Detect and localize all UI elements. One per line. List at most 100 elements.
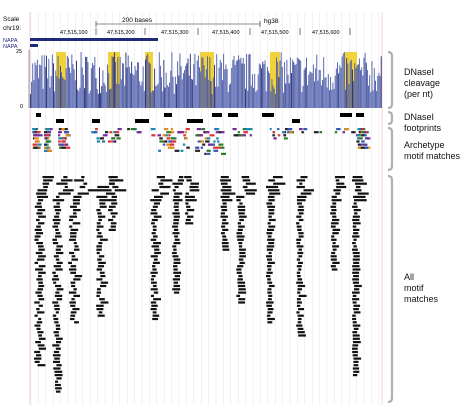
cleavage-bar xyxy=(54,91,56,108)
cleavage-bar xyxy=(170,70,172,108)
motif-match xyxy=(222,245,229,248)
motif-match xyxy=(73,195,82,198)
motif-match xyxy=(184,195,195,198)
archetype-motif xyxy=(65,146,71,149)
motif-match xyxy=(53,367,61,370)
cleavage-label: DNaseI cleavage (per nt) xyxy=(404,67,440,100)
cleavage-bar xyxy=(380,56,382,108)
cleavage-bar xyxy=(219,59,221,108)
motif-match xyxy=(172,288,181,291)
motif-match xyxy=(332,218,340,222)
archetype-motif xyxy=(215,131,219,134)
cleavage-bar xyxy=(157,83,159,108)
cleavage-bar xyxy=(285,83,287,108)
motif-match xyxy=(55,248,61,251)
cleavage-bar xyxy=(315,68,317,108)
motif-match xyxy=(267,258,272,261)
archetype-motif xyxy=(204,137,209,140)
motif-match xyxy=(330,205,337,208)
motif-match xyxy=(98,215,106,218)
cleavage-bar xyxy=(58,78,60,108)
motif-match xyxy=(221,225,226,228)
motif-match xyxy=(54,374,63,377)
motif-match xyxy=(152,284,157,288)
motif-match xyxy=(332,232,339,235)
archetype-motif xyxy=(201,128,206,131)
cleavage-bar xyxy=(216,54,218,108)
motif-match xyxy=(238,258,244,261)
motif-match xyxy=(267,321,273,324)
footprint xyxy=(92,119,100,123)
cleavage-bar xyxy=(70,72,72,108)
motif-match xyxy=(267,228,275,231)
motif-match xyxy=(37,331,44,334)
motif-match xyxy=(220,176,229,179)
cleavage-bar xyxy=(172,76,174,108)
cleavage-bar xyxy=(161,77,162,108)
cleavage-bar xyxy=(342,53,344,108)
motif-match xyxy=(189,185,199,189)
motif-match xyxy=(110,192,116,195)
motif-match xyxy=(69,251,75,255)
archetype-motif xyxy=(363,131,366,134)
motif-match xyxy=(53,265,61,268)
cleavage-bar xyxy=(97,93,99,108)
motif-match xyxy=(55,251,64,255)
cleavage-bar xyxy=(253,88,254,108)
archetype-motif xyxy=(213,140,216,143)
all-motifs-label-line-1: All xyxy=(404,272,415,282)
archetype-motif xyxy=(164,128,169,131)
motif-match xyxy=(238,288,246,291)
archetype-motif xyxy=(301,131,304,134)
archetype-motif xyxy=(365,137,371,140)
archetype-motif xyxy=(45,140,50,143)
motif-match xyxy=(297,331,305,334)
motif-match xyxy=(150,238,157,241)
motif-match xyxy=(55,380,59,383)
motif-match xyxy=(36,321,43,324)
archetype-motif xyxy=(283,137,288,140)
motif-match xyxy=(99,238,108,241)
footprints-label: DNaseI footprints xyxy=(404,112,441,134)
cleavage-bar xyxy=(202,57,204,108)
cleavage-bar xyxy=(323,57,325,108)
motif-match xyxy=(70,281,76,284)
motif-match xyxy=(300,192,312,195)
archetype-motif xyxy=(359,146,365,149)
motif-match xyxy=(98,311,103,314)
motif-match xyxy=(354,199,367,202)
motif-match xyxy=(151,304,158,307)
cleavage-bar xyxy=(112,56,114,108)
archetype-motif xyxy=(111,137,115,140)
cleavage-bar xyxy=(127,55,129,108)
motif-match xyxy=(35,232,44,235)
motif-match xyxy=(36,202,42,205)
motif-match xyxy=(187,215,194,218)
motif-match xyxy=(151,281,157,284)
motif-match xyxy=(352,271,360,274)
motif-match xyxy=(296,281,303,284)
gene-track: NAPA NAPA xyxy=(3,38,158,50)
footprint xyxy=(36,113,41,117)
archetype-motif xyxy=(47,137,50,140)
cleavage-bar xyxy=(314,81,315,108)
motif-match xyxy=(297,251,304,255)
cleavage-bar xyxy=(41,55,43,108)
motif-match xyxy=(70,271,76,274)
motif-match xyxy=(237,281,245,284)
archetype-motif xyxy=(272,134,275,137)
archetype-motif xyxy=(249,134,252,137)
motif-match xyxy=(297,288,302,291)
cleavage-bar xyxy=(373,68,375,108)
motif-match xyxy=(97,232,102,235)
cleavage-bar xyxy=(165,72,167,108)
cleavage-bar xyxy=(154,68,156,108)
motif-match xyxy=(69,218,74,222)
cleavage-bar xyxy=(38,78,39,108)
cleavage-bar xyxy=(133,75,135,108)
motif-match xyxy=(99,205,107,208)
position-label-3: 47,515,300 xyxy=(161,30,189,36)
motif-match xyxy=(53,360,60,363)
track-brackets xyxy=(387,50,394,404)
motif-match xyxy=(152,225,157,228)
